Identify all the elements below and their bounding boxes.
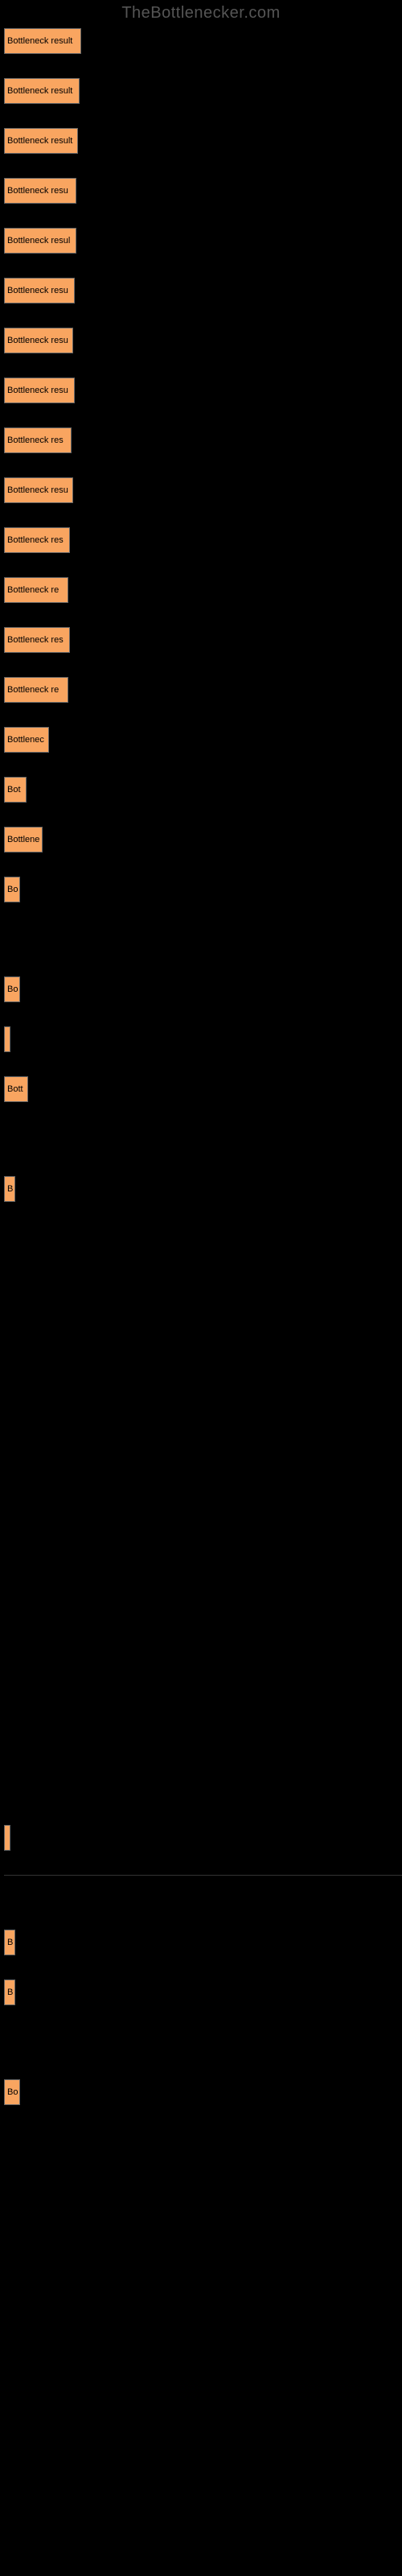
bar-row: Bo <box>4 976 402 1002</box>
bar-row <box>4 1725 402 1751</box>
bar-row <box>4 1575 402 1601</box>
chart-bar: Bottleneck result <box>4 78 80 104</box>
chart-bar: B <box>4 1979 15 2005</box>
chart-bar: Bottleneck resul <box>4 228 76 254</box>
bar-row: B <box>4 1979 402 2005</box>
bar-label: Bottleneck result <box>7 136 72 146</box>
chart-bar: B <box>4 1176 15 1202</box>
chart-bar: Bottleneck re <box>4 577 68 603</box>
bar-row <box>4 1276 402 1302</box>
chart-bar <box>4 1026 10 1052</box>
bar-label: Bottlenec <box>7 735 44 745</box>
bar-row: Bottlenec <box>4 727 402 753</box>
bar-row: Bottleneck result <box>4 128 402 154</box>
bar-row <box>4 927 402 952</box>
bar-label: Bo <box>7 985 18 994</box>
bar-row: Bottleneck result <box>4 28 402 54</box>
chart-bar: Bottleneck resu <box>4 477 73 503</box>
chart-bar: Bottleneck re <box>4 677 68 703</box>
bar-row: Bo <box>4 2079 402 2105</box>
bar-label: Bottleneck re <box>7 685 59 695</box>
chart-bar: B <box>4 1930 15 1955</box>
bar-label: Bottleneck resu <box>7 286 68 295</box>
bar-row <box>4 1426 402 1451</box>
chart-bar: Bo <box>4 2079 20 2105</box>
bar-label: Bottleneck res <box>7 436 64 445</box>
bar-row: Bottleneck resul <box>4 228 402 254</box>
bar-row <box>4 1775 402 1801</box>
bar-row <box>4 1326 402 1352</box>
chart-bar: Bottleneck resu <box>4 378 75 403</box>
bar-row <box>4 1226 402 1252</box>
bar-label: B <box>7 1988 13 1997</box>
bar-row: Bottleneck resu <box>4 278 402 303</box>
bar-label: Bottleneck resu <box>7 485 68 495</box>
chart-bar: Bottleneck res <box>4 427 72 453</box>
bar-label: Bottlene <box>7 835 39 844</box>
bar-row: Bottleneck res <box>4 527 402 553</box>
bar-label: Bottleneck result <box>7 36 72 46</box>
bar-label: Bo <box>7 2087 18 2097</box>
bar-label: Bo <box>7 885 18 894</box>
bar-row: B <box>4 1930 402 1955</box>
bar-row: Bottleneck result <box>4 78 402 104</box>
bar-row <box>4 1825 402 1851</box>
bar-row: Bot <box>4 777 402 803</box>
chart-bar: Bottleneck resu <box>4 278 75 303</box>
bar-row: Bottleneck resu <box>4 178 402 204</box>
bar-label: Bottleneck re <box>7 585 59 595</box>
bar-row <box>4 1376 402 1402</box>
bar-row: Bottleneck re <box>4 677 402 703</box>
bar-row: Bott <box>4 1076 402 1102</box>
bar-row <box>4 1525 402 1551</box>
chart-bar: Bottleneck res <box>4 627 70 653</box>
bar-label: Bott <box>7 1084 23 1094</box>
bar-label: Bottleneck result <box>7 86 72 96</box>
bar-label: Bot <box>7 785 21 795</box>
bar-row <box>4 1126 402 1152</box>
chart-bar: Bottleneck result <box>4 128 78 154</box>
chart-bar: Bottleneck resu <box>4 328 73 353</box>
chart-bar: Bot <box>4 777 27 803</box>
chart-bar: Bottleneck res <box>4 527 70 553</box>
bar-row: B <box>4 1176 402 1202</box>
chart-bar: Bo <box>4 976 20 1002</box>
bar-label: Bottleneck res <box>7 535 64 545</box>
bar-label: Bottleneck resu <box>7 336 68 345</box>
bar-label: Bottleneck res <box>7 635 64 645</box>
bar-label: B <box>7 1184 13 1194</box>
chart-bar <box>4 1825 10 1851</box>
bar-row <box>4 1625 402 1651</box>
bar-row: Bo <box>4 877 402 902</box>
watermark: TheBottlenecker.com <box>121 4 280 23</box>
bar-label: Bottleneck resu <box>7 386 68 395</box>
bar-label: Bottleneck resul <box>7 236 70 246</box>
chart-bar: Bottleneck result <box>4 28 81 54</box>
chart-bar: Bo <box>4 877 20 902</box>
bar-row: Bottleneck resu <box>4 477 402 503</box>
bar-label: B <box>7 1938 13 1947</box>
bar-label: Bottleneck resu <box>7 186 68 196</box>
chart-bar: Bottlenec <box>4 727 49 753</box>
bar-row <box>4 2029 402 2055</box>
bar-row <box>4 1026 402 1052</box>
chart-bar: Bottlene <box>4 827 43 852</box>
chart-bar: Bott <box>4 1076 28 1102</box>
bar-row: Bottleneck res <box>4 627 402 653</box>
bar-row: Bottleneck resu <box>4 328 402 353</box>
bar-row: Bottlene <box>4 827 402 852</box>
bar-row: Bottleneck res <box>4 427 402 453</box>
divider <box>4 1875 402 1876</box>
bar-row: Bottleneck resu <box>4 378 402 403</box>
bar-row <box>4 1675 402 1701</box>
bar-row <box>4 1476 402 1501</box>
bar-chart: Bottleneck result Bottleneck result Bottle… <box>0 0 402 2105</box>
bar-row <box>4 1880 402 1905</box>
bar-row: Bottleneck re <box>4 577 402 603</box>
chart-bar: Bottleneck resu <box>4 178 76 204</box>
